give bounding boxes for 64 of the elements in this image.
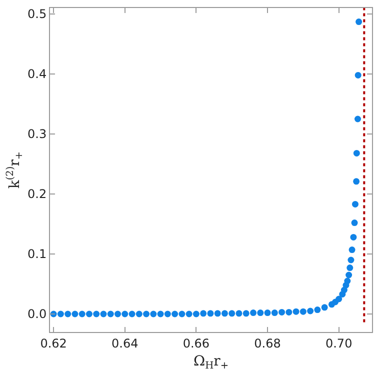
point: [250, 310, 257, 316]
point: [164, 310, 171, 318]
point: [72, 310, 78, 318]
point: [354, 72, 362, 78]
point: [207, 310, 214, 317]
point: [353, 178, 360, 185]
y-tick-label: 0.5: [28, 7, 47, 22]
y-tick-label: 0.1: [28, 247, 47, 262]
point: [346, 272, 352, 278]
point: [221, 310, 228, 317]
x-tick-label: 0.62: [40, 336, 67, 350]
point: [78, 310, 86, 318]
point: [264, 310, 271, 316]
point: [128, 310, 136, 318]
point: [352, 200, 358, 208]
point: [257, 310, 264, 316]
point: [136, 310, 142, 318]
y-tick-label: 0.0: [28, 307, 47, 322]
x-axis-title: Ω$_{H}$r$_{+}$: [193, 354, 229, 372]
point: [214, 310, 221, 317]
point: [300, 308, 306, 315]
point: [86, 310, 92, 318]
y-tick-label: 0.4: [28, 67, 47, 82]
point: [348, 256, 354, 264]
point: [242, 310, 250, 317]
point: [292, 308, 300, 315]
point: [278, 308, 286, 316]
point: [351, 220, 358, 226]
point: [100, 310, 107, 318]
point: [354, 116, 361, 122]
point: [336, 296, 342, 302]
point: [321, 304, 328, 311]
point: [286, 308, 292, 316]
point: [157, 310, 164, 318]
point: [93, 310, 100, 318]
point: [307, 308, 314, 314]
point: [356, 18, 362, 26]
point: [57, 310, 64, 318]
point: [186, 310, 192, 318]
point: [350, 234, 357, 240]
point: [353, 150, 360, 156]
point: [344, 278, 351, 284]
point: [178, 310, 186, 318]
point: [122, 310, 128, 318]
x-tick-label: 0.70: [325, 336, 352, 350]
y-tick-label: 0.2: [28, 187, 47, 202]
point: [172, 310, 178, 318]
point: [236, 310, 242, 317]
point: [271, 310, 278, 316]
y-tick-label: 0.3: [28, 127, 47, 142]
point: [348, 246, 356, 254]
x-tick-label: 0.66: [182, 336, 210, 350]
point: [192, 310, 200, 318]
point: [143, 310, 150, 318]
point: [114, 310, 121, 318]
point: [228, 310, 236, 317]
x-tick-label: 0.64: [112, 336, 138, 350]
point: [107, 310, 114, 318]
point: [346, 264, 354, 272]
point: [150, 310, 157, 318]
point: [64, 310, 72, 318]
x-tick-label: 0.68: [254, 336, 281, 350]
point: [200, 310, 207, 317]
point: [314, 306, 321, 314]
